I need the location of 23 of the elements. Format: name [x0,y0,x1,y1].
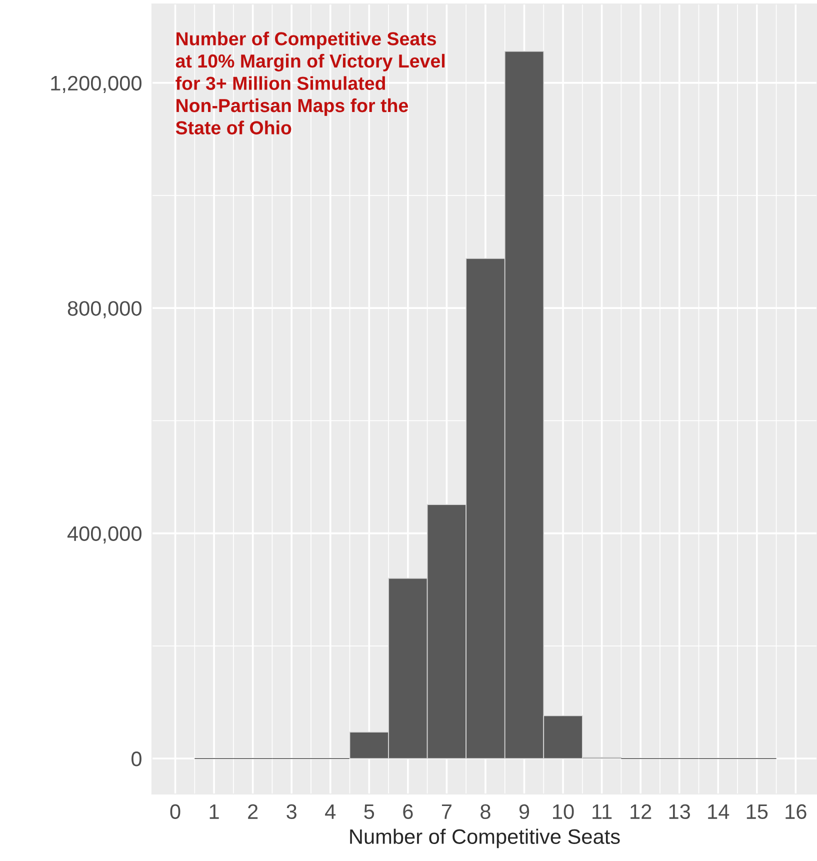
y-tick-label: 1,200,000 [51,76,142,94]
x-tick-label: 7 [442,804,452,819]
x-tick-label: 8 [480,804,490,820]
x-tick-label: 5 [364,804,374,820]
x-tick-label: 12 [630,804,652,819]
x-tick-label: 1 [210,804,219,819]
x-tick-label: 13 [669,804,690,820]
x-tick-label: 16 [786,804,806,820]
x-tick-label: 15 [746,804,768,820]
annotation: Number of Competitive Seats at 10% Margin of Victory Level for 3+ Million Simulated Non-Partisan Maps for the State of Ohio [176,32,445,134]
y-tick-label: 400,000 [67,526,142,544]
x-tick-label: 0 [170,804,180,820]
x-tick-label: 11 [592,804,612,819]
y-tick-label: 800,000 [68,301,142,318]
y-tick-label: 0 [132,752,142,766]
x-tick-label: 4 [325,804,336,819]
x-tick-label: 3 [286,804,296,820]
x-tick-label: 9 [519,804,530,820]
x-tick-label: 2 [248,804,258,819]
x-tick-label: 10 [553,804,574,820]
x-axis-title: Number of Competitive Seats [350,828,620,848]
x-tick-label: 6 [403,804,413,820]
x-tick-label: 14 [708,804,730,819]
